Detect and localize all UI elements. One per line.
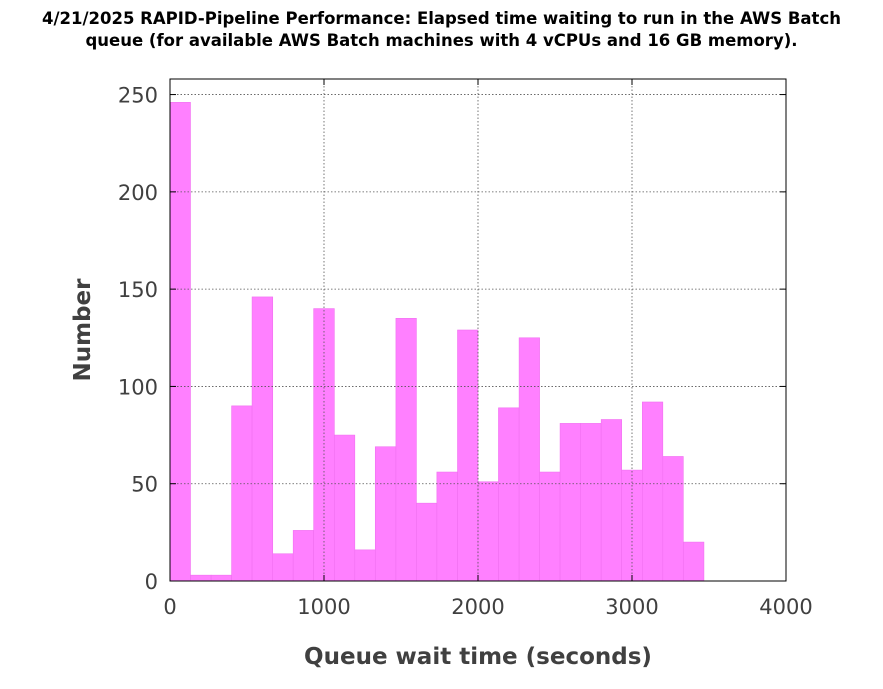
x-tick-label: 4000 [759, 595, 812, 619]
histogram-bar [190, 574, 212, 582]
histogram-bar [374, 446, 397, 582]
histogram-bar [210, 574, 232, 582]
histogram-bar [477, 481, 499, 582]
x-tick-label: 2000 [451, 595, 504, 619]
histogram-bar [642, 401, 664, 582]
x-tick-label: 3000 [605, 595, 658, 619]
histogram-bar [518, 337, 540, 582]
histogram-bar [334, 434, 356, 582]
x-axis-label: Queue wait time (seconds) [304, 644, 652, 670]
y-tick-labels: 0 50 100 150 200 250 [118, 84, 158, 594]
histogram-bar [354, 549, 376, 582]
histogram-bar [457, 329, 479, 582]
x-tick-labels: 0 1000 2000 3000 4000 [163, 595, 812, 619]
histogram-bar [416, 502, 438, 582]
histogram-bar [559, 423, 582, 582]
x-tick-label: 1000 [297, 595, 350, 619]
histogram-bar [169, 102, 191, 582]
histogram-bar [231, 405, 253, 582]
histogram-bar [682, 541, 705, 582]
histogram-bar [436, 471, 458, 582]
chart-title: 4/21/2025 RAPID-Pipeline Performance: El… [0, 8, 883, 52]
y-tick-label: 0 [145, 570, 158, 594]
histogram-bar [662, 456, 684, 582]
histogram-bar [251, 296, 274, 582]
histogram-bar [498, 407, 520, 582]
grid-group [170, 79, 786, 581]
histogram-bar [272, 553, 294, 582]
histogram-bar [395, 318, 417, 582]
y-axis-label: Number [70, 278, 96, 382]
histogram-bar [600, 419, 622, 582]
y-tick-label: 100 [118, 375, 158, 399]
y-tick-label: 200 [118, 181, 158, 205]
chart-title-line-1: 4/21/2025 RAPID-Pipeline Performance: El… [42, 9, 841, 28]
chart-title-line-2: queue (for available AWS Batch machines … [85, 31, 798, 50]
histogram-bar [292, 530, 314, 582]
ticks-group [169, 79, 787, 582]
histogram-bar [621, 469, 643, 582]
histogram-bar [539, 471, 561, 582]
y-tick-label: 250 [118, 84, 158, 108]
histogram-bar [580, 423, 602, 582]
y-tick-label: 50 [131, 473, 158, 497]
bars-group [169, 102, 705, 582]
x-tick-label: 0 [163, 595, 176, 619]
y-tick-label: 150 [118, 278, 158, 302]
